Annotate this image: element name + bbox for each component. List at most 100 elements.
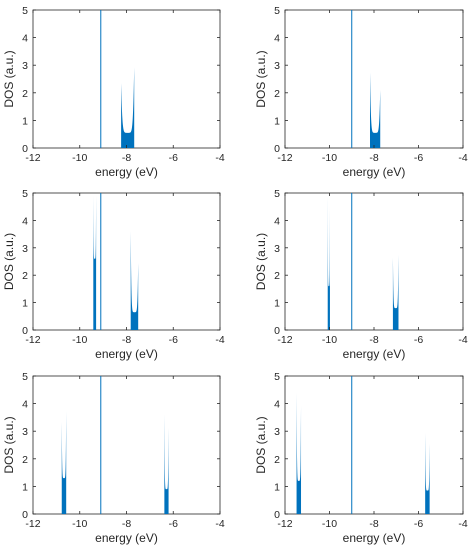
x-tick-label: -6 [169, 518, 178, 530]
y-tick-label: 3 [274, 243, 280, 255]
y-axis-label: DOS (a.u.) [254, 233, 268, 290]
y-tick-label: 3 [22, 60, 28, 72]
x-tick-label: -12 [277, 152, 292, 164]
y-tick-label: 5 [274, 371, 280, 383]
y-tick-label: 1 [22, 481, 28, 493]
x-tick-label: -4 [215, 152, 224, 164]
x-tick-label: -8 [122, 152, 131, 164]
y-tick-label: 2 [274, 270, 280, 282]
y-tick-label: 4 [22, 399, 28, 411]
y-axis-label: DOS (a.u.) [254, 50, 268, 107]
x-tick-label: -10 [72, 518, 87, 530]
dos-panel-5: -12 -10 -8 -6 -4 0 1 2 3 4 5 energy (eV) DOS (a.u.) [2, 371, 225, 545]
y-tick-label: 5 [274, 188, 280, 200]
x-tick-label: -10 [322, 518, 337, 530]
y-tick-label: 4 [274, 215, 280, 227]
y-tick-label: 3 [22, 426, 28, 438]
x-tick-label: -12 [277, 518, 292, 530]
x-axis-label: energy (eV) [95, 165, 158, 179]
dos-band-2 [130, 231, 139, 330]
x-axis-label: energy (eV) [343, 531, 406, 545]
x-tick-label: -4 [215, 334, 224, 346]
x-tick-label: -6 [414, 518, 423, 530]
x-tick-label: -10 [322, 334, 337, 346]
x-tick-label: -12 [25, 152, 40, 164]
y-tick-label: 4 [274, 33, 280, 45]
dos-band-2 [425, 432, 430, 514]
y-tick-label: 5 [22, 5, 28, 17]
y-tick-label: 0 [22, 325, 28, 337]
y-tick-label: 0 [22, 143, 28, 155]
dos-panel-6: -12 -10 -8 -6 -4 0 1 2 3 4 5 energy (eV) DOS (a.u.) [254, 371, 468, 545]
dos-band-1 [296, 392, 302, 514]
x-tick-label: -8 [122, 518, 131, 530]
dos-band-1 [61, 411, 67, 514]
dos-band-1 [370, 72, 381, 148]
y-tick-label: 2 [22, 88, 28, 100]
x-tick-label: -6 [169, 334, 178, 346]
x-axis-label: energy (eV) [343, 165, 406, 179]
y-tick-label: 3 [274, 426, 280, 438]
x-axis-label: energy (eV) [95, 531, 158, 545]
x-tick-label: -4 [458, 152, 467, 164]
x-tick-label: -4 [215, 518, 224, 530]
dos-band-2 [392, 254, 399, 330]
x-tick-label: -10 [72, 152, 87, 164]
y-tick-label: 1 [22, 115, 28, 127]
x-tick-label: -6 [169, 152, 178, 164]
x-tick-label: -8 [369, 334, 378, 346]
x-tick-label: -8 [369, 152, 378, 164]
y-tick-label: 1 [274, 481, 280, 493]
y-tick-label: 0 [274, 325, 280, 337]
dos-panel-1: -12 -10 -8 -6 -4 0 1 2 3 4 5 energy (eV) DOS (a.u.) [2, 5, 225, 179]
y-tick-label: 3 [22, 243, 28, 255]
y-tick-label: 2 [22, 270, 28, 282]
x-tick-label: -12 [25, 518, 40, 530]
x-tick-label: -10 [322, 152, 337, 164]
dos-panel-3: -12 -10 -8 -6 -4 0 1 2 3 4 5 energy (eV) DOS (a.u.) [2, 188, 225, 361]
y-tick-label: 2 [22, 454, 28, 466]
y-tick-label: 5 [22, 371, 28, 383]
y-tick-label: 2 [274, 88, 280, 100]
y-tick-label: 1 [274, 298, 280, 310]
plot-area [32, 9, 221, 149]
dos-band-1 [327, 195, 330, 330]
y-axis-label: DOS (a.u.) [2, 416, 16, 473]
x-tick-label: -10 [72, 334, 87, 346]
dos-band-1 [93, 194, 97, 330]
y-tick-label: 4 [22, 215, 28, 227]
plot-area [284, 9, 464, 149]
y-tick-label: 5 [274, 5, 280, 17]
y-tick-label: 4 [22, 33, 28, 45]
y-tick-label: 0 [22, 509, 28, 521]
y-tick-label: 4 [274, 399, 280, 411]
y-tick-label: 3 [274, 60, 280, 72]
dos-panel-4: -12 -10 -8 -6 -4 0 1 2 3 4 5 energy (eV) DOS (a.u.) [254, 188, 468, 361]
y-axis-label: DOS (a.u.) [2, 233, 16, 290]
x-tick-label: -6 [414, 152, 423, 164]
y-tick-label: 0 [274, 509, 280, 521]
x-tick-label: -4 [458, 334, 467, 346]
plot-area [284, 375, 464, 515]
x-axis-label: energy (eV) [343, 347, 406, 361]
plot-area [32, 192, 221, 331]
y-tick-label: 5 [22, 188, 28, 200]
x-tick-label: -8 [122, 334, 131, 346]
y-tick-label: 2 [274, 454, 280, 466]
x-tick-label: -12 [25, 334, 40, 346]
x-tick-label: -6 [414, 334, 423, 346]
plot-area [284, 192, 464, 331]
x-axis-label: energy (eV) [95, 347, 158, 361]
y-axis-label: DOS (a.u.) [254, 416, 268, 473]
x-tick-label: -8 [369, 518, 378, 530]
dos-panel-2: -12 -10 -8 -6 -4 0 1 2 3 4 5 energy (eV) DOS (a.u.) [254, 5, 468, 179]
y-tick-label: 1 [274, 115, 280, 127]
dos-band-1 [121, 67, 135, 148]
y-tick-label: 1 [22, 298, 28, 310]
x-tick-label: -12 [277, 334, 292, 346]
dos-band-2 [164, 414, 169, 514]
y-tick-label: 0 [274, 143, 280, 155]
plot-area [32, 375, 221, 515]
y-axis-label: DOS (a.u.) [2, 50, 16, 107]
